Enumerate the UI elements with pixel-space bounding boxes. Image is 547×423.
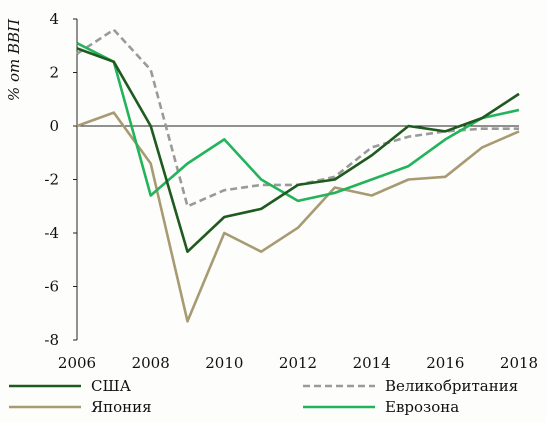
x-tick-label: 2010 bbox=[205, 354, 243, 372]
x-tick-label: 2018 bbox=[500, 354, 538, 372]
series-line-1 bbox=[76, 47, 520, 253]
series-line-2 bbox=[76, 28, 519, 208]
y-tick-label: -4 bbox=[44, 224, 59, 242]
y-tick-label: 2 bbox=[49, 64, 59, 82]
axes bbox=[76, 19, 519, 340]
x-tick-label: 2006 bbox=[58, 354, 96, 372]
y-tick-label: -6 bbox=[44, 278, 59, 296]
x-tick-labels: 2006 2008 2010 2012 2014 2016 2018 bbox=[58, 354, 538, 372]
legend-label-1: США bbox=[91, 377, 132, 395]
y-tick-label: 0 bbox=[49, 117, 59, 135]
legend-label-4: Еврозона bbox=[385, 398, 459, 416]
y-tick-label: 4 bbox=[49, 10, 59, 28]
x-tick-label: 2008 bbox=[132, 354, 170, 372]
legend-label-3: Япония bbox=[91, 398, 152, 416]
x-tick-label: 2012 bbox=[279, 354, 317, 372]
y-tick-label: -2 bbox=[44, 171, 59, 189]
x-tick-label: 2014 bbox=[353, 354, 391, 372]
series-line-3 bbox=[76, 111, 520, 323]
series-lines bbox=[76, 28, 520, 323]
y-tick-labels: 4 2 0 -2 -4 -6 -8 bbox=[44, 10, 77, 349]
series-line-4 bbox=[76, 41, 520, 203]
y-axis-label: % от ВВП bbox=[5, 18, 23, 101]
y-tick-label: -8 bbox=[44, 331, 59, 349]
legend-label-2: Великобритания bbox=[385, 377, 518, 395]
x-tick-label: 2016 bbox=[426, 354, 464, 372]
legend: США Великобритания Япония Еврозона bbox=[9, 377, 518, 416]
